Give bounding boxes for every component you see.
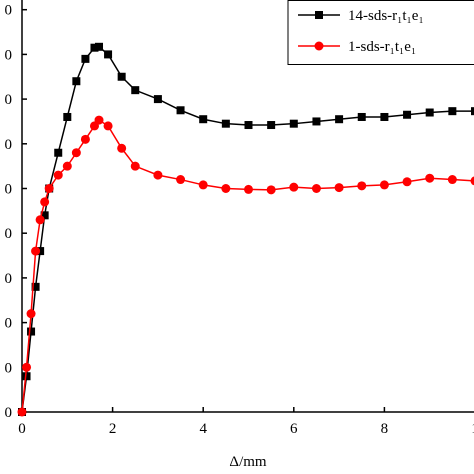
marker: [153, 95, 162, 104]
x-axis-label: Δ/mm: [229, 454, 266, 470]
series-line: [21, 119, 474, 413]
marker: [334, 183, 344, 193]
marker: [447, 175, 457, 185]
marker: [357, 112, 366, 121]
x-tick-label: 8: [381, 421, 389, 437]
marker: [80, 134, 90, 144]
x-tick-label: 4: [199, 421, 207, 437]
marker: [379, 180, 389, 190]
marker: [131, 86, 140, 95]
marker: [40, 197, 50, 207]
y-tick-label: 0: [5, 92, 13, 108]
marker: [31, 282, 40, 291]
marker: [44, 184, 54, 193]
marker: [22, 372, 31, 381]
marker: [130, 161, 140, 171]
legend-label: 14-sds-r₁t₁e₁: [348, 8, 424, 24]
marker: [267, 121, 276, 130]
y-tick-label: 0: [5, 316, 13, 332]
marker: [90, 43, 99, 52]
marker: [63, 112, 72, 121]
marker: [71, 148, 81, 158]
marker: [425, 108, 434, 117]
marker: [27, 327, 36, 336]
marker: [221, 119, 230, 128]
marker: [95, 42, 104, 51]
marker: [470, 176, 474, 186]
marker: [289, 119, 298, 128]
marker: [104, 50, 113, 59]
legend-marker: [315, 11, 323, 19]
y-tick-label: 0: [5, 182, 13, 198]
marker: [471, 107, 474, 116]
y-tick-label: 0: [5, 360, 13, 376]
marker: [36, 247, 45, 256]
marker: [221, 184, 231, 193]
marker: [335, 115, 344, 124]
marker: [103, 121, 113, 131]
x-tick-label: 1: [471, 421, 474, 437]
marker: [402, 177, 412, 187]
marker: [425, 173, 435, 183]
marker: [448, 107, 457, 116]
x-tick-label: 6: [290, 421, 298, 437]
marker: [380, 112, 389, 121]
marker: [289, 182, 299, 192]
marker: [53, 170, 63, 180]
marker: [117, 143, 127, 153]
marker: [311, 184, 321, 193]
legend-marker: [314, 41, 324, 51]
marker: [176, 175, 186, 185]
marker: [54, 148, 63, 157]
marker: [198, 180, 208, 190]
marker: [244, 121, 253, 130]
series-line: [21, 45, 474, 413]
marker: [72, 77, 81, 86]
y-tick-label: 0: [5, 47, 13, 63]
marker: [40, 211, 49, 220]
marker: [22, 362, 32, 372]
marker: [244, 184, 253, 194]
y-tick-label: 0: [5, 271, 13, 287]
marker: [26, 309, 36, 319]
y-tick-label: 0: [5, 405, 13, 421]
marker: [312, 117, 321, 126]
marker: [176, 106, 185, 115]
marker: [153, 170, 163, 180]
marker: [94, 115, 104, 125]
marker: [357, 181, 367, 191]
marker: [266, 185, 276, 195]
marker: [35, 215, 45, 225]
marker: [117, 72, 126, 81]
y-tick-label: 0: [5, 3, 13, 19]
marker: [31, 246, 41, 256]
legend-label: 1-sds-r₁t₁e₁: [348, 39, 416, 55]
marker: [17, 407, 27, 417]
y-tick-label: 0: [5, 226, 13, 242]
x-tick-label: 2: [109, 421, 117, 437]
marker: [62, 161, 72, 171]
marker: [81, 54, 90, 63]
marker: [199, 115, 208, 124]
marker: [403, 110, 412, 119]
y-tick-label: 0: [5, 137, 13, 153]
x-tick-label: 0: [18, 421, 26, 437]
